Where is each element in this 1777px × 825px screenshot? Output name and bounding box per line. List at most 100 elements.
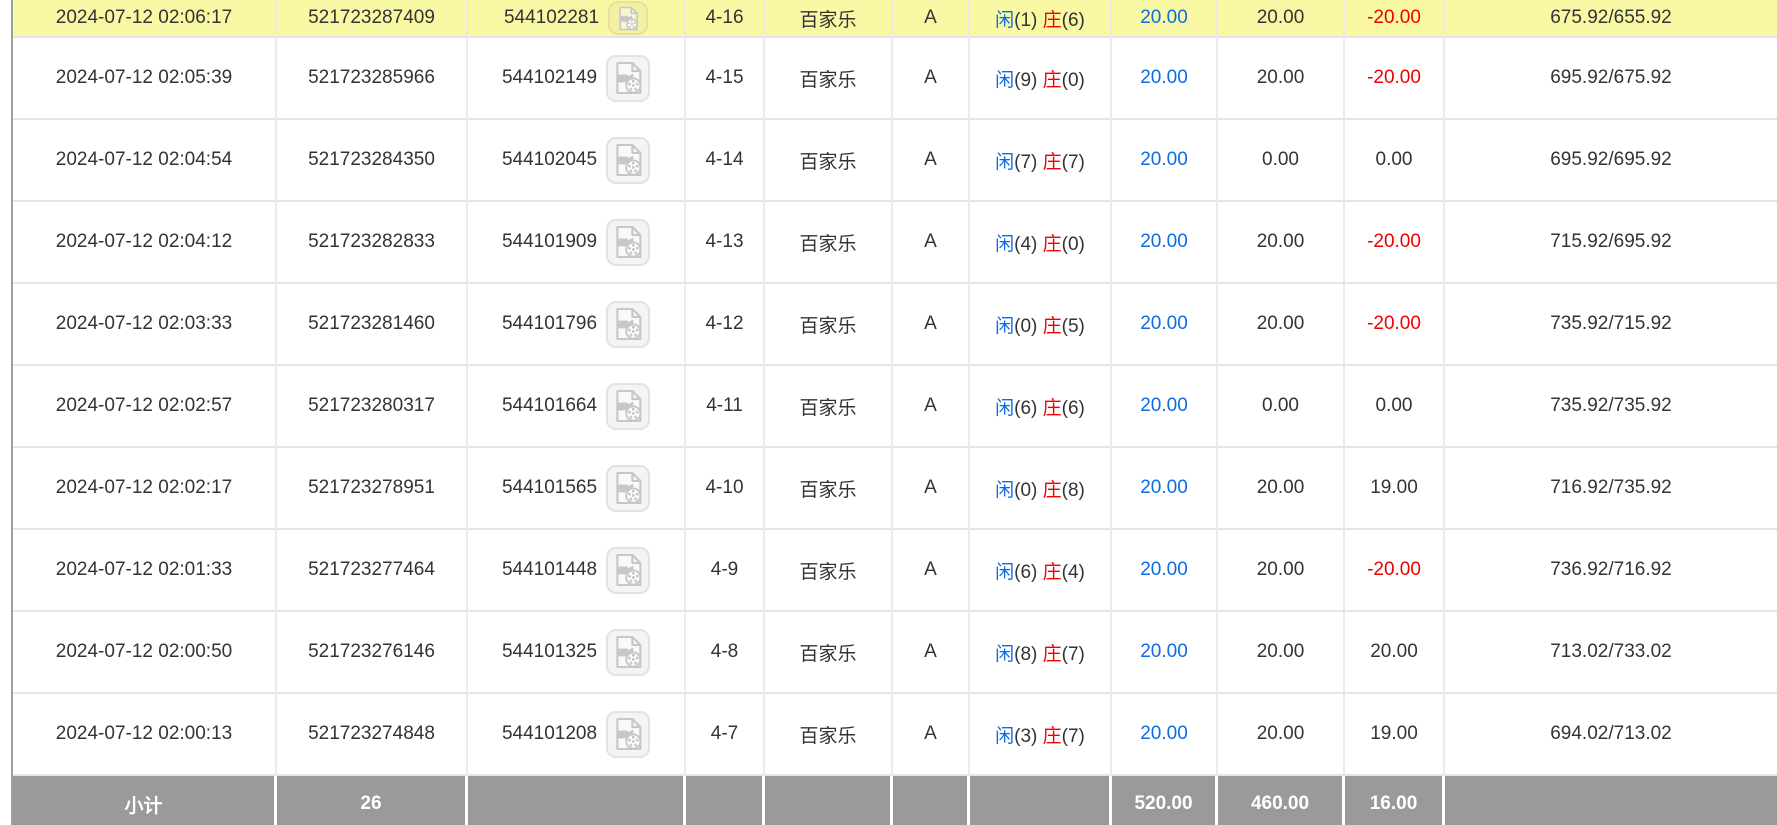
player-label: 闲 (995, 479, 1015, 501)
valid-bet-cell: 20.00 (1218, 448, 1345, 530)
video-replay-button[interactable] (606, 54, 651, 102)
table-round-cell: 4-15 (686, 38, 765, 120)
subtotal-count: 26 (277, 776, 468, 825)
video-replay-button[interactable] (606, 628, 651, 676)
video-replay-button[interactable] (606, 464, 651, 512)
player-label: 闲 (995, 9, 1015, 31)
video-replay-icon (616, 61, 642, 95)
balance-cell: 735.92/715.92 (1445, 284, 1777, 366)
video-replay-button[interactable] (606, 710, 651, 758)
player-label: 闲 (995, 69, 1015, 91)
result-cell: 闲(7) 庄(7) (970, 120, 1112, 202)
subtotal-row: 小计 26 520.00 460.00 16.00 (13, 776, 1777, 825)
player-label: 闲 (995, 397, 1015, 419)
time-cell: 2024-07-12 02:00:13 (13, 694, 277, 776)
table-row[interactable]: 2024-07-12 02:02:17 521723278951 544101565… (13, 448, 1777, 530)
bet-id-cell: 521723285966 (277, 38, 468, 120)
video-replay-button[interactable] (606, 300, 651, 348)
video-replay-icon (616, 717, 642, 751)
bet-amount-cell: 20.00 (1112, 120, 1218, 202)
table-row[interactable]: 2024-07-12 02:02:57 521723280317 544101664… (13, 366, 1777, 448)
table-row[interactable]: 2024-07-12 02:00:50 521723276146 544101325… (13, 612, 1777, 694)
table-row[interactable]: 2024-07-12 02:00:13 521723274848 544101208… (13, 694, 1777, 776)
round-id-group: 544101448 (501, 546, 651, 594)
round-id-group: 544101664 (502, 382, 651, 430)
player-label: 闲 (995, 561, 1015, 583)
result-cell: 闲(3) 庄(7) (970, 694, 1112, 776)
result-cell: 闲(0) 庄(5) (970, 284, 1112, 366)
banker-label: 庄 (1042, 725, 1062, 747)
banker-label: 庄 (1042, 643, 1062, 665)
valid-bet-cell: 20.00 (1218, 694, 1345, 776)
section-cell: A (893, 284, 970, 366)
video-replay-button[interactable] (608, 1, 649, 35)
table-round-cell: 4-12 (686, 284, 765, 366)
balance-cell: 675.92/655.92 (1445, 0, 1777, 38)
table-round-cell: 4-8 (686, 612, 765, 694)
table-row[interactable]: 2024-07-12 02:04:12 521723282833 544101909… (13, 202, 1777, 284)
bet-id-cell: 521723274848 (277, 694, 468, 776)
video-replay-button[interactable] (606, 546, 651, 594)
round-id-group: 544102045 (502, 136, 651, 184)
round-id-group: 544102149 (502, 54, 651, 102)
round-id-text: 544101448 (501, 559, 598, 580)
round-id-cell: 544102149 (468, 38, 686, 120)
valid-bet-cell: 0.00 (1218, 120, 1345, 202)
valid-bet-cell: 20.00 (1218, 0, 1345, 38)
round-id-text: 544101208 (501, 723, 598, 744)
video-replay-button[interactable] (606, 382, 651, 430)
win-loss-cell: -20.00 (1345, 0, 1445, 38)
win-loss-cell: 19.00 (1345, 694, 1445, 776)
video-replay-button[interactable] (606, 218, 651, 266)
time-cell: 2024-07-12 02:06:17 (13, 0, 277, 38)
balance-cell: 735.92/735.92 (1445, 366, 1777, 448)
result-cell: 闲(6) 庄(4) (970, 530, 1112, 612)
banker-score: (8) (1061, 479, 1085, 501)
section-cell: A (893, 448, 970, 530)
banker-score: (0) (1061, 69, 1085, 91)
valid-bet-cell: 20.00 (1218, 530, 1345, 612)
round-id-group: 544101909 (501, 218, 651, 266)
table-row[interactable]: 2024-07-12 02:04:54 521723284350 544102045… (13, 120, 1777, 202)
video-replay-icon (616, 635, 642, 669)
valid-bet-cell: 20.00 (1218, 284, 1345, 366)
video-replay-button[interactable] (606, 136, 651, 184)
round-id-group: 544101796 (502, 300, 651, 348)
round-id-cell: 544101796 (468, 284, 686, 366)
round-id-text: 544101909 (501, 231, 598, 252)
banker-label: 庄 (1042, 479, 1062, 501)
bet-amount-cell: 20.00 (1112, 612, 1218, 694)
time-cell: 2024-07-12 02:01:33 (13, 530, 277, 612)
table-row[interactable]: 2024-07-12 02:01:33 521723277464 544101448… (13, 530, 1777, 612)
player-score: (6) (1014, 561, 1043, 583)
banker-label: 庄 (1042, 9, 1062, 31)
time-cell: 2024-07-12 02:02:17 (13, 448, 277, 530)
banker-label: 庄 (1042, 397, 1062, 419)
table-row-highlighted[interactable]: 2024-07-12 02:06:17 521723287409 544102281… (13, 0, 1777, 38)
table-row[interactable]: 2024-07-12 02:03:33 521723281460 544101796… (13, 284, 1777, 366)
game-name-cell: 百家乐 (765, 694, 893, 776)
round-id-group: 544101208 (501, 710, 651, 758)
banker-label: 庄 (1042, 315, 1062, 337)
bet-id-cell: 521723280317 (277, 366, 468, 448)
round-id-cell: 544101909 (468, 202, 686, 284)
balance-cell: 715.92/695.92 (1445, 202, 1777, 284)
time-cell: 2024-07-12 02:04:12 (13, 202, 277, 284)
banker-score: (7) (1061, 151, 1085, 173)
subtotal-empty-cell (686, 776, 765, 825)
game-name-cell: 百家乐 (765, 202, 893, 284)
player-score: (3) (1014, 725, 1043, 747)
bet-amount-cell: 20.00 (1112, 366, 1218, 448)
balance-cell: 713.02/733.02 (1445, 612, 1777, 694)
player-label: 闲 (995, 643, 1015, 665)
video-replay-icon (616, 553, 642, 587)
round-id-cell: 544101565 (468, 448, 686, 530)
bet-amount-cell: 20.00 (1112, 530, 1218, 612)
table-row[interactable]: 2024-07-12 02:05:39 521723285966 544102149… (13, 38, 1777, 120)
player-label: 闲 (995, 151, 1015, 173)
result-cell: 闲(4) 庄(0) (970, 202, 1112, 284)
bet-id-cell: 521723277464 (277, 530, 468, 612)
win-loss-cell: -20.00 (1345, 530, 1445, 612)
bet-id-cell: 521723282833 (277, 202, 468, 284)
player-label: 闲 (995, 233, 1015, 255)
